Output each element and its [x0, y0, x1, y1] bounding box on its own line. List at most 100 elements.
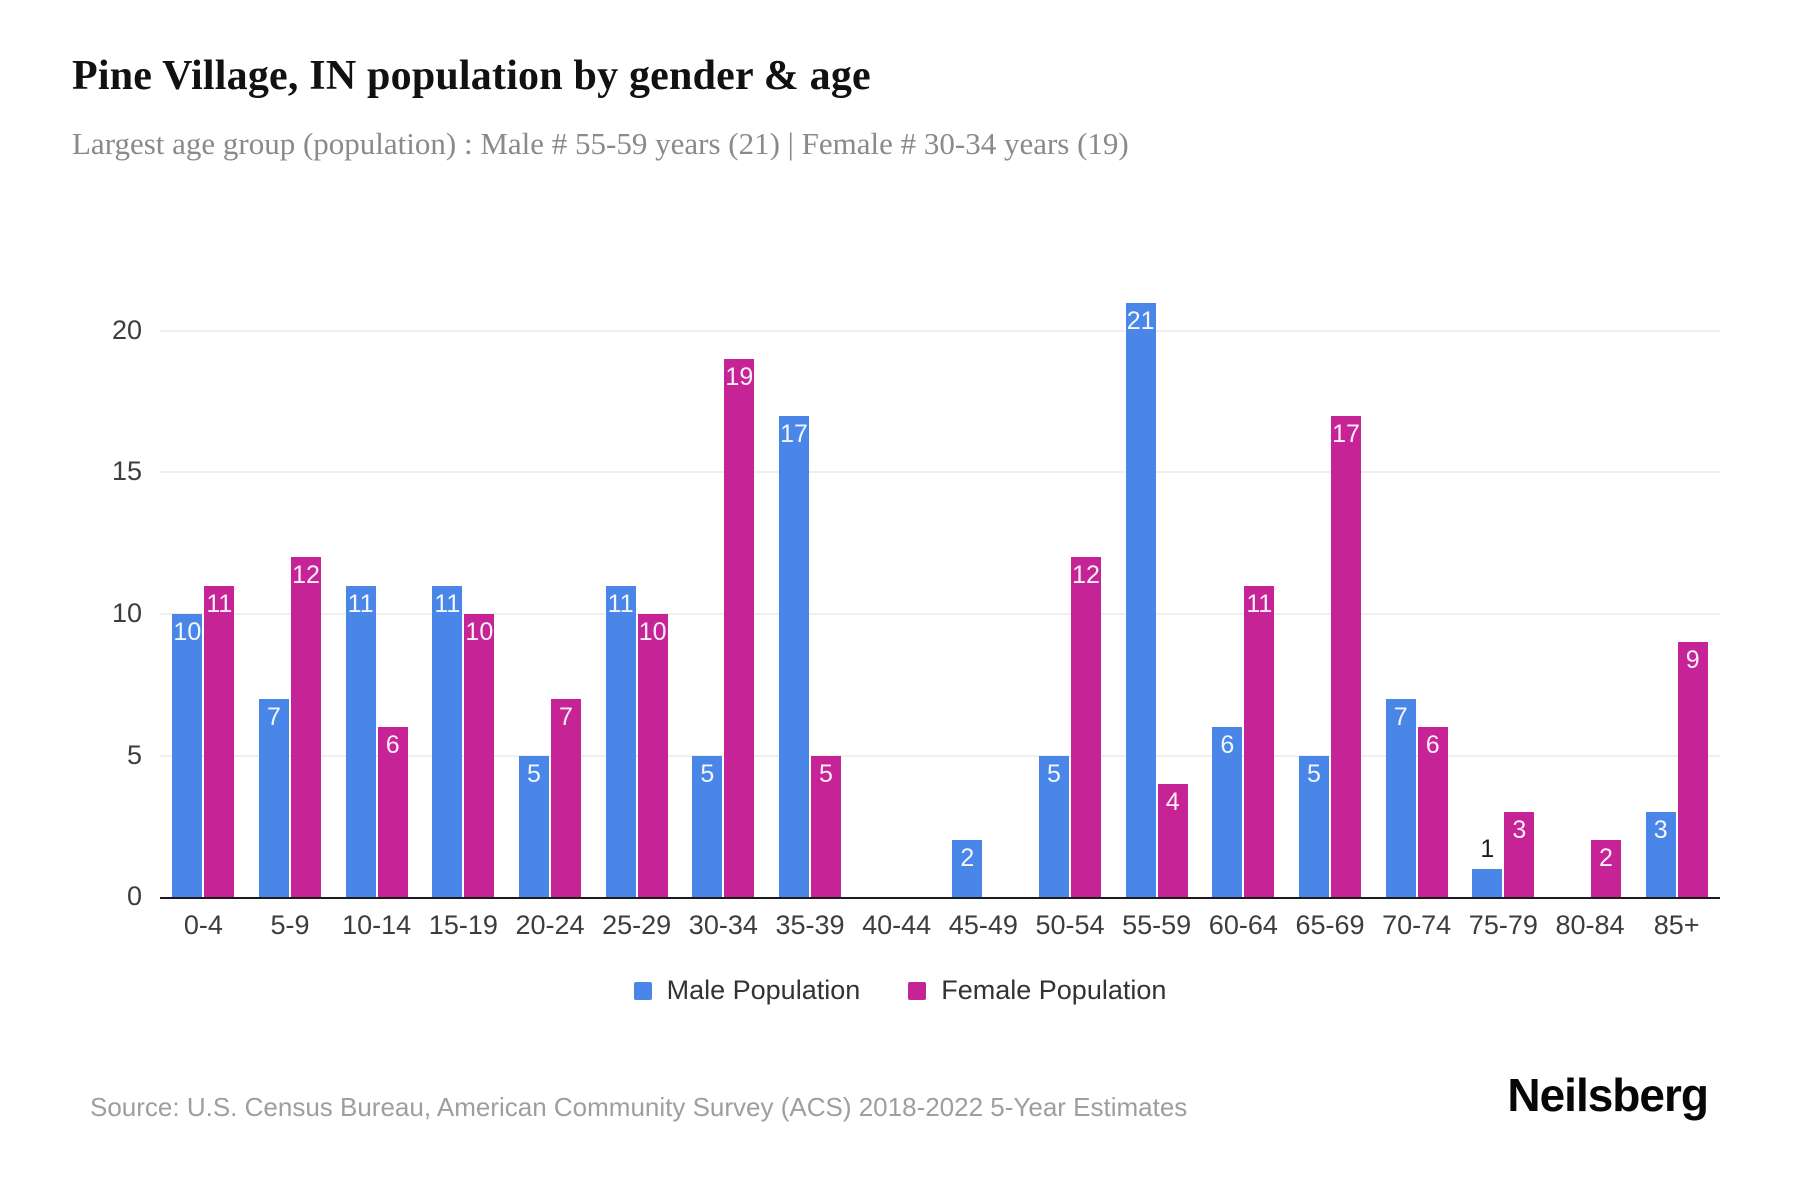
- bar-value-label: 6: [1220, 731, 1235, 760]
- bar-value-label: 3: [1512, 816, 1527, 845]
- bar-female-10-14: 6: [377, 727, 408, 897]
- bar-female-60-64: 11: [1244, 585, 1275, 897]
- bar-female-0-4: 11: [204, 585, 235, 897]
- x-axis-tick-label-35-39: 35-39: [775, 910, 845, 940]
- bar-female-85+: 9: [1677, 642, 1708, 897]
- bar-value-label: 10: [173, 617, 202, 646]
- bar-value-label: 11: [206, 589, 233, 618]
- x-axis-tick-label-30-34: 30-34: [688, 910, 758, 940]
- page-title: Pine Village, IN population by gender & …: [72, 53, 871, 99]
- bar-male-0-4: 10: [172, 613, 203, 897]
- bar-value-label: 6: [1425, 731, 1440, 760]
- bar-female-50-54: 12: [1071, 557, 1101, 897]
- legend-swatch-icon: [908, 981, 927, 1000]
- x-axis-tick-label-5-9: 5-9: [270, 910, 310, 940]
- x-axis-tick-label-10-14: 10-14: [342, 910, 412, 940]
- legend-label: Male Population: [666, 975, 861, 1005]
- legend-item-female: Female Population: [908, 975, 1166, 1006]
- bar-value-label: 6: [385, 731, 400, 760]
- bar-female-15-19: 10: [464, 613, 495, 897]
- x-axis-tick-label-45-49: 45-49: [948, 910, 1018, 940]
- chart-header: Pine Village, IN population by gender & …: [72, 52, 1732, 162]
- bar-female-35-39: 5: [811, 755, 841, 897]
- x-axis-tick-label-15-19: 15-19: [428, 910, 498, 940]
- bar-value-label: 5: [1047, 759, 1061, 788]
- legend-item-male: Male Population: [633, 975, 861, 1006]
- gridline-y-20: [160, 329, 1720, 332]
- y-axis-tick-label: 10: [111, 597, 142, 628]
- bar-male-10-14: 11: [345, 585, 376, 897]
- bar-female-5-9: 12: [291, 557, 321, 897]
- bar-male-15-19: 11: [432, 585, 463, 897]
- y-axis-tick-label: 5: [126, 739, 142, 770]
- source-text: Source: U.S. Census Bureau, American Com…: [90, 1092, 1188, 1122]
- bar-value-label: 12: [1072, 561, 1100, 590]
- bar-female-70-74: 6: [1417, 727, 1448, 897]
- bar-value-label: 7: [1393, 702, 1408, 731]
- bar-value-label: 7: [559, 702, 573, 731]
- bar-female-25-29: 10: [637, 613, 668, 897]
- bar-male-45-49: 2: [952, 840, 983, 897]
- bar-value-label: 12: [292, 561, 320, 590]
- gridline-y-5: [160, 754, 1720, 757]
- bar-value-label: 5: [527, 759, 541, 788]
- bar-value-label: 4: [1165, 787, 1180, 816]
- bar-value-label: 21: [1126, 306, 1155, 335]
- bar-value-label: 1: [1480, 834, 1495, 863]
- bar-male-65-69: 5: [1299, 755, 1329, 897]
- chart-legend: Male Population Female Population: [0, 975, 1800, 1006]
- bar-male-70-74: 7: [1385, 698, 1416, 897]
- bar-male-85+: 3: [1645, 812, 1676, 897]
- bar-male-55-59: 21: [1125, 302, 1156, 897]
- bar-female-20-24: 7: [551, 698, 581, 897]
- x-axis-tick-label-0-4: 0-4: [183, 910, 223, 940]
- y-axis-tick-label: 20: [111, 314, 142, 345]
- y-axis-tick-label: 15: [111, 456, 142, 487]
- page-subtitle: Largest age group (population) : Male # …: [72, 126, 1129, 161]
- bar-value-label: 7: [267, 702, 281, 731]
- bar-value-label: 17: [1332, 419, 1360, 448]
- bar-male-50-54: 5: [1039, 755, 1069, 897]
- bar-female-30-34: 19: [724, 359, 755, 897]
- x-axis-tick-label-40-44: 40-44: [862, 910, 932, 940]
- bar-male-20-24: 5: [519, 755, 549, 897]
- bar-value-label: 10: [638, 617, 667, 646]
- bar-female-80-84: 2: [1591, 840, 1621, 897]
- bar-female-55-59: 4: [1157, 783, 1188, 897]
- x-axis-tick-label-60-64: 60-64: [1208, 910, 1278, 940]
- bar-value-label: 17: [780, 419, 808, 448]
- bar-value-label: 19: [725, 363, 754, 392]
- bar-value-label: 10: [465, 617, 494, 646]
- bar-value-label: 2: [1599, 844, 1613, 873]
- bar-value-label: 2: [960, 844, 975, 873]
- x-axis-tick-label-75-79: 75-79: [1468, 910, 1538, 940]
- brand-logo: Neilsberg: [1507, 1069, 1709, 1121]
- x-axis-tick-label-85+: 85+: [1653, 910, 1700, 940]
- bar-value-label: 5: [700, 759, 715, 788]
- x-axis-tick-label-50-54: 50-54: [1035, 910, 1105, 940]
- x-axis-tick-label-80-84: 80-84: [1555, 910, 1625, 940]
- bar-value-label: 5: [1307, 759, 1321, 788]
- bar-value-label: 3: [1653, 816, 1668, 845]
- bar-value-label: 11: [1246, 589, 1273, 618]
- bar-value-label: 11: [434, 589, 461, 618]
- bar-male-75-79: 1: [1472, 835, 1503, 897]
- bar-value-label: 11: [347, 589, 374, 618]
- bar-male-35-39: 17: [779, 415, 809, 897]
- bar-value-label: 9: [1685, 646, 1700, 675]
- bar-male-30-34: 5: [692, 755, 723, 897]
- bar-chart-plot-area: 0 5 10 15 20 10 11 0-4 7 12 5-9 11 6 10-14 11 10 15-19 5 7…: [112, 280, 1720, 940]
- y-axis-tick-label: 0: [126, 881, 142, 911]
- bar-value-label: 11: [607, 589, 634, 618]
- bar-male-60-64: 6: [1212, 727, 1243, 897]
- bar-value-label: 5: [819, 759, 833, 788]
- bar-male-25-29: 11: [605, 585, 636, 897]
- x-axis-line: [160, 897, 1720, 899]
- x-axis-tick-label-25-29: 25-29: [602, 910, 672, 940]
- x-axis-tick-label-70-74: 70-74: [1382, 910, 1452, 940]
- x-axis-tick-label-55-59: 55-59: [1122, 910, 1192, 940]
- x-axis-tick-label-20-24: 20-24: [515, 910, 585, 940]
- x-axis-tick-label-65-69: 65-69: [1295, 910, 1365, 940]
- bar-female-75-79: 3: [1504, 812, 1535, 897]
- bar-female-65-69: 17: [1331, 415, 1361, 897]
